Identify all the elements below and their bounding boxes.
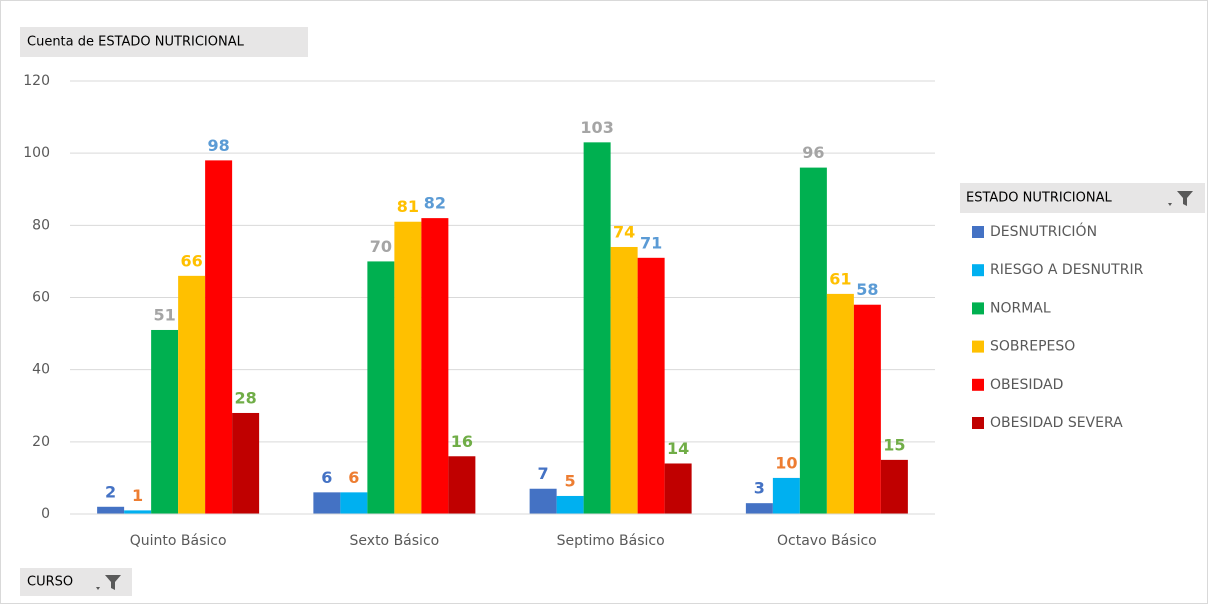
data-label: 5 [565,471,576,490]
data-label: 15 [883,435,905,454]
chart-title: Cuenta de ESTADO NUTRICIONAL [27,35,245,50]
legend-label: RIESGO A DESNUTRIR [990,262,1144,278]
data-label: 74 [613,222,635,241]
legend-swatch [972,264,984,277]
data-label: 16 [451,432,473,451]
data-label: 6 [348,468,359,487]
data-label: 98 [207,136,229,155]
legend-swatch [972,378,984,391]
x-tick-label: Quinto Básico [130,533,227,549]
legend-label: OBESIDAD [990,377,1063,393]
y-tick-label: 40 [32,362,50,378]
x-tick-label: Septimo Básico [557,533,665,549]
legend-field-button[interactable] [960,183,1205,213]
data-label: 66 [180,251,202,270]
bar [853,304,881,514]
data-label: 1 [132,486,143,505]
bar [556,495,584,514]
bar [340,492,368,514]
data-label: 70 [370,237,392,256]
data-label: 6 [321,468,332,487]
bar [367,261,395,514]
bar [745,503,773,514]
bar [205,160,233,514]
data-label: 71 [640,233,662,252]
data-label: 7 [538,464,549,483]
y-tick-label: 80 [32,217,50,233]
y-tick-label: 120 [23,73,50,89]
data-label: 96 [802,143,824,162]
bar [826,293,854,514]
data-label: 82 [424,194,446,213]
bar [772,477,800,514]
data-label: 81 [397,197,419,216]
bar [313,492,341,514]
bar [637,257,665,514]
filter-icon [96,575,121,590]
legend-swatch [972,302,984,315]
data-label: 14 [667,439,689,458]
data-label: 51 [153,305,175,324]
bar [448,456,476,514]
bar [394,221,422,514]
legend-label: OBESIDAD SEVERA [990,415,1123,431]
legend-label: NORMAL [990,300,1051,316]
bar [232,412,260,514]
filter-icon [1168,191,1193,206]
data-label: 58 [856,280,878,299]
y-tick-label: 100 [23,145,50,161]
legend-swatch [972,417,984,429]
bar [664,463,692,514]
x-tick-label: Sexto Básico [350,533,440,549]
data-label: 10 [775,453,797,472]
y-tick-label: 60 [32,290,50,306]
data-label: 28 [234,388,256,407]
data-label: 61 [829,269,851,288]
legend-title: ESTADO NUTRICIONAL [966,191,1112,206]
legend-swatch [972,340,984,353]
y-tick-label: 20 [32,434,50,450]
value-field-button[interactable] [20,27,308,57]
bar [583,142,611,514]
x-tick-label: Octavo Básico [777,533,877,549]
bar [880,459,908,514]
legend-swatch [972,226,984,238]
bar [97,506,125,514]
legend-label: DESNUTRICIÓN [990,222,1097,240]
bar [124,510,152,514]
data-label: 3 [754,479,765,498]
bar [178,275,206,514]
y-tick-label: 0 [41,506,50,522]
bar [529,488,557,514]
bar [151,329,179,514]
bar [421,218,449,514]
bar [610,246,638,514]
bar [799,167,827,514]
data-label: 103 [580,118,613,137]
legend-label: SOBREPESO [990,339,1075,355]
data-label: 2 [105,482,116,501]
x-axis-label: CURSO [27,575,73,590]
